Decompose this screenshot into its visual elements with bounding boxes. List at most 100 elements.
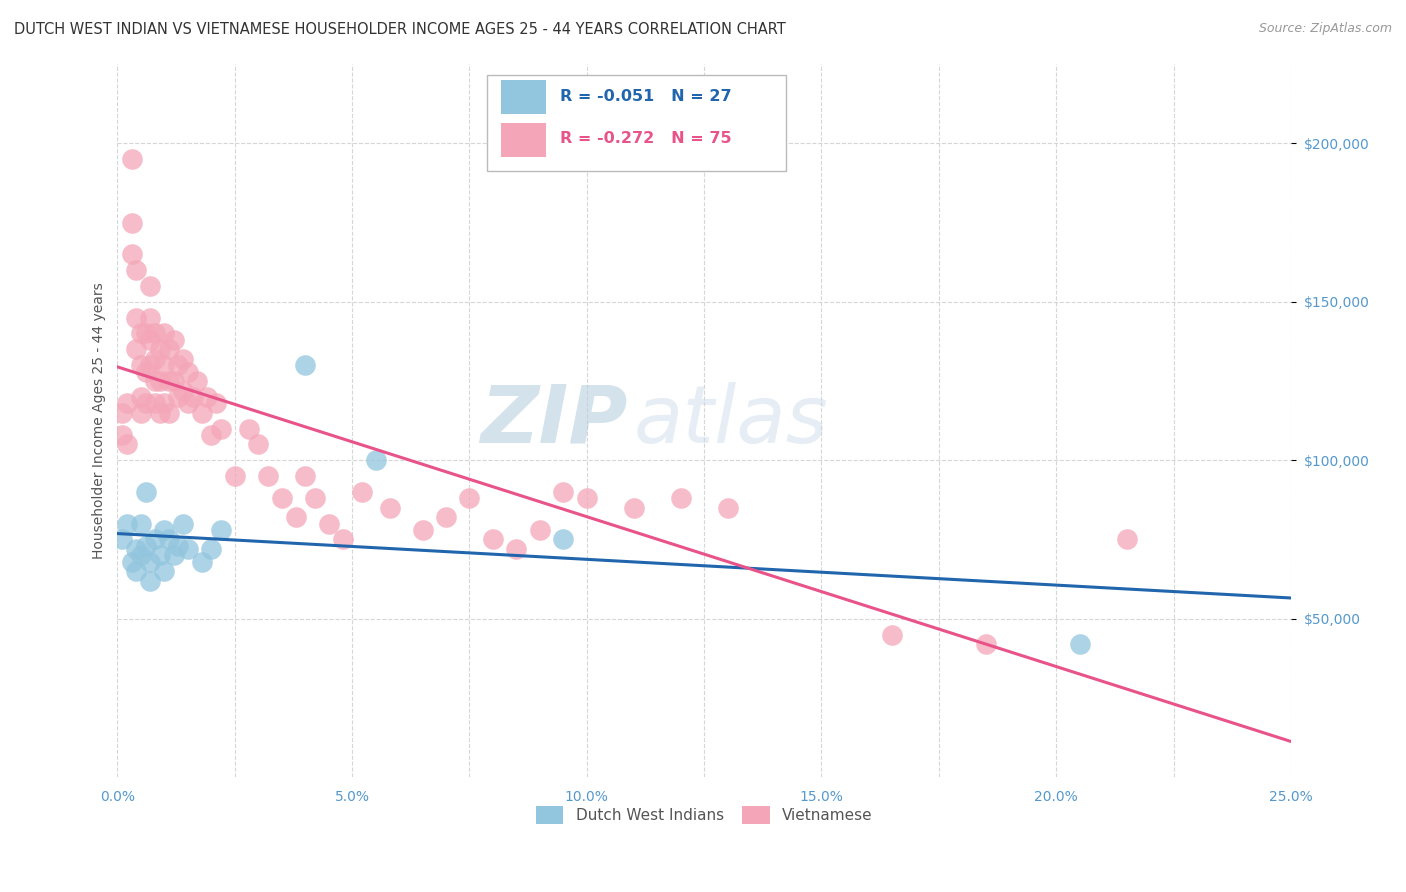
- Point: [553, 533, 575, 547]
- Point: [172, 351, 194, 366]
- Point: [121, 215, 143, 229]
- Point: [200, 428, 222, 442]
- Point: [129, 358, 152, 372]
- Point: [153, 396, 176, 410]
- Point: [111, 406, 134, 420]
- Point: [529, 523, 551, 537]
- Point: [135, 485, 157, 500]
- Text: ZIP: ZIP: [481, 382, 628, 459]
- Point: [167, 358, 190, 372]
- Point: [153, 358, 176, 372]
- Point: [139, 310, 162, 325]
- Point: [318, 516, 340, 531]
- Point: [129, 390, 152, 404]
- Point: [135, 396, 157, 410]
- Point: [177, 364, 200, 378]
- Point: [669, 491, 692, 506]
- Point: [149, 374, 172, 388]
- Point: [139, 358, 162, 372]
- Point: [434, 510, 457, 524]
- Point: [247, 437, 270, 451]
- Point: [125, 541, 148, 556]
- Point: [505, 541, 527, 556]
- Point: [163, 333, 186, 347]
- Point: [167, 390, 190, 404]
- Point: [129, 516, 152, 531]
- Point: [364, 453, 387, 467]
- Legend: Dutch West Indians, Vietnamese: Dutch West Indians, Vietnamese: [530, 800, 879, 830]
- Text: R = -0.272   N = 75: R = -0.272 N = 75: [560, 131, 731, 146]
- Point: [125, 564, 148, 578]
- Point: [121, 247, 143, 261]
- Point: [717, 500, 740, 515]
- Point: [111, 428, 134, 442]
- Point: [143, 326, 166, 341]
- Point: [575, 491, 598, 506]
- Point: [153, 523, 176, 537]
- Point: [149, 549, 172, 563]
- Point: [139, 333, 162, 347]
- Point: [191, 555, 214, 569]
- Point: [378, 500, 401, 515]
- FancyBboxPatch shape: [486, 75, 786, 171]
- Point: [294, 469, 316, 483]
- FancyBboxPatch shape: [501, 122, 546, 157]
- Point: [332, 533, 354, 547]
- Point: [115, 437, 138, 451]
- Text: R = -0.051   N = 27: R = -0.051 N = 27: [560, 88, 731, 103]
- Point: [129, 326, 152, 341]
- Point: [143, 351, 166, 366]
- Point: [304, 491, 326, 506]
- Point: [172, 384, 194, 398]
- Point: [172, 516, 194, 531]
- Point: [125, 310, 148, 325]
- Point: [163, 549, 186, 563]
- Point: [121, 152, 143, 166]
- Point: [153, 326, 176, 341]
- Text: Source: ZipAtlas.com: Source: ZipAtlas.com: [1258, 22, 1392, 36]
- Point: [125, 263, 148, 277]
- Point: [209, 523, 232, 537]
- Point: [191, 406, 214, 420]
- Point: [177, 396, 200, 410]
- Point: [157, 533, 180, 547]
- Point: [284, 510, 307, 524]
- Point: [412, 523, 434, 537]
- Point: [143, 533, 166, 547]
- Point: [125, 343, 148, 357]
- Point: [139, 574, 162, 588]
- Point: [482, 533, 505, 547]
- Point: [157, 406, 180, 420]
- Point: [209, 421, 232, 435]
- Point: [1115, 533, 1137, 547]
- Point: [238, 421, 260, 435]
- Point: [350, 485, 373, 500]
- Point: [135, 539, 157, 553]
- Point: [167, 539, 190, 553]
- Point: [200, 541, 222, 556]
- Point: [163, 374, 186, 388]
- Point: [974, 637, 997, 651]
- Point: [135, 364, 157, 378]
- Point: [115, 516, 138, 531]
- Point: [143, 374, 166, 388]
- Point: [623, 500, 645, 515]
- Point: [153, 564, 176, 578]
- Point: [129, 549, 152, 563]
- Point: [129, 406, 152, 420]
- Point: [195, 390, 218, 404]
- Point: [157, 343, 180, 357]
- Text: DUTCH WEST INDIAN VS VIETNAMESE HOUSEHOLDER INCOME AGES 25 - 44 YEARS CORRELATIO: DUTCH WEST INDIAN VS VIETNAMESE HOUSEHOL…: [14, 22, 786, 37]
- Point: [121, 555, 143, 569]
- Point: [149, 343, 172, 357]
- Point: [181, 390, 204, 404]
- Point: [880, 627, 903, 641]
- Point: [1069, 637, 1091, 651]
- Point: [270, 491, 292, 506]
- Point: [553, 485, 575, 500]
- Y-axis label: Householder Income Ages 25 - 44 years: Householder Income Ages 25 - 44 years: [93, 282, 107, 559]
- Point: [135, 326, 157, 341]
- Point: [149, 406, 172, 420]
- Point: [111, 533, 134, 547]
- Point: [177, 541, 200, 556]
